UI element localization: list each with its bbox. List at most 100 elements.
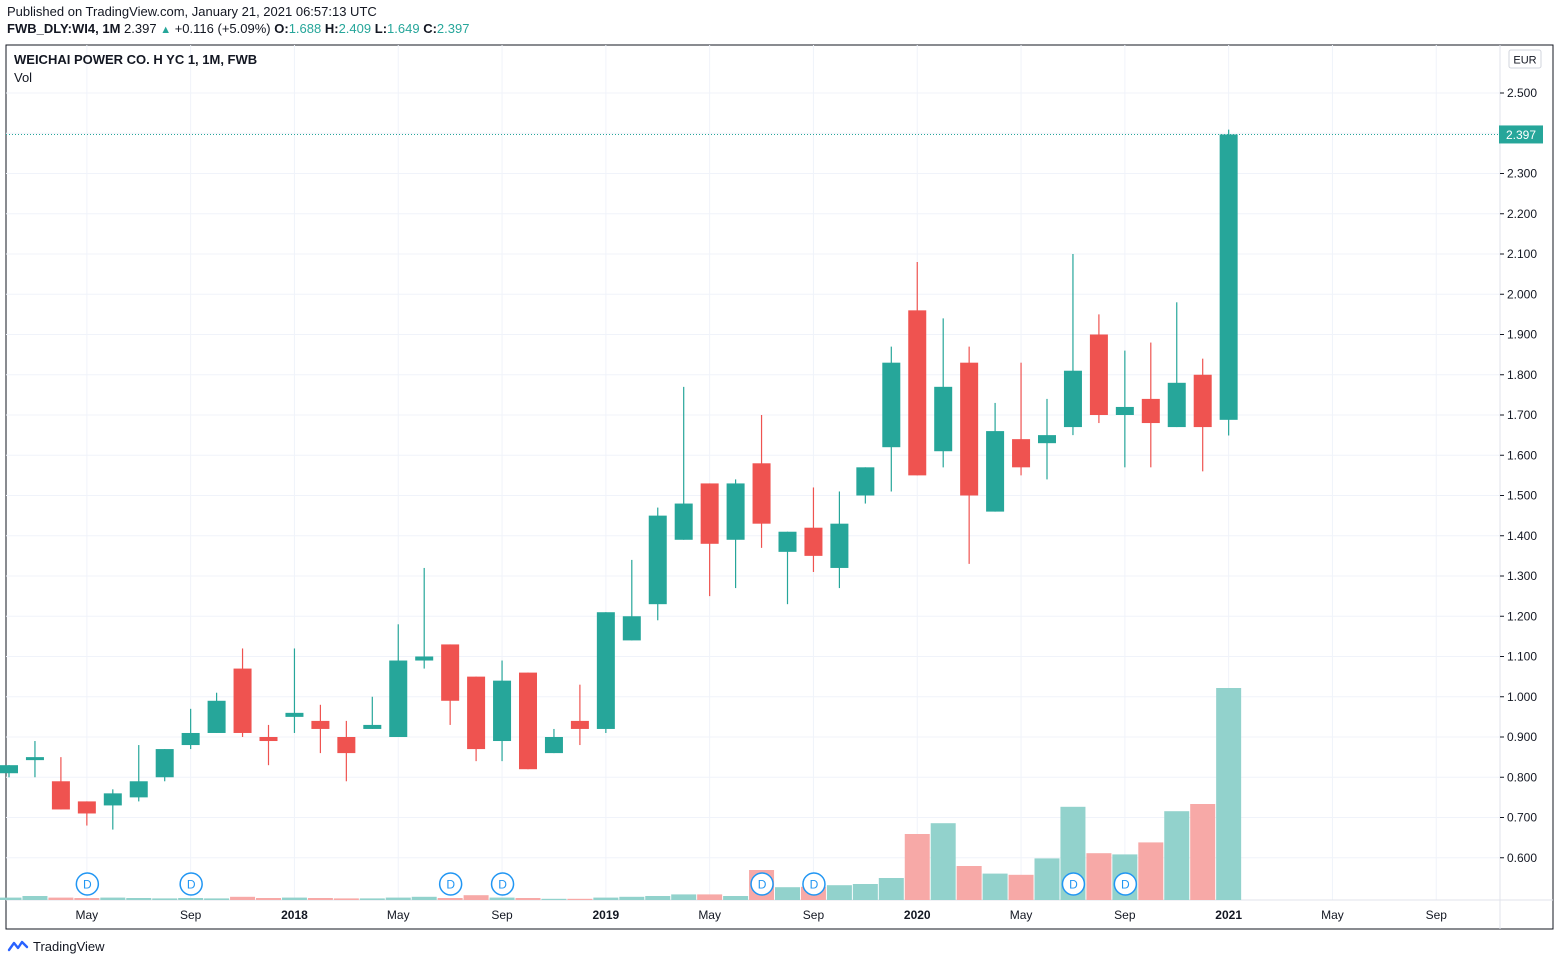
candle-body (570, 720, 589, 729)
up-arrow-icon: ▲ (160, 24, 172, 36)
volume-bar (852, 884, 878, 900)
candle-body (986, 431, 1005, 512)
x-tick-label: May (387, 908, 410, 922)
candle-body (467, 676, 486, 750)
volume-bar (126, 898, 152, 900)
chart-frame (5, 44, 1554, 930)
candle-body (778, 531, 797, 552)
x-tick-label: Sep (1114, 908, 1136, 922)
volume-bar (826, 885, 852, 900)
currency-label: EUR (1513, 55, 1536, 67)
x-tick-label: 2021 (1215, 908, 1242, 922)
volume-bar (697, 894, 723, 900)
y-tick-label: 1.700 (1507, 408, 1537, 422)
candle-body (1063, 370, 1082, 428)
low-label: L: (374, 21, 388, 36)
candle-body (726, 483, 745, 540)
candle-body (1219, 134, 1238, 420)
candle-body (752, 463, 771, 524)
volume-bar (956, 866, 982, 900)
candle-body (596, 612, 615, 729)
dividend-marker (750, 872, 774, 896)
candle-body (441, 644, 460, 701)
last-price-tag-label: 2.397 (1506, 128, 1536, 142)
candle-body (155, 749, 174, 778)
tradingview-logo[interactable]: TradingView (7, 938, 105, 954)
x-tick-label: Sep (803, 908, 825, 922)
candle-body (700, 483, 719, 544)
legend-vol: Vol (14, 70, 32, 85)
volume-bar (489, 897, 515, 900)
volume-bar (463, 895, 489, 900)
x-tick-label: May (698, 908, 721, 922)
x-tick-label: Sep (1426, 908, 1448, 922)
candle-body (830, 523, 849, 568)
volume-bar (307, 898, 333, 900)
y-tick-label: 2.000 (1507, 287, 1537, 301)
dividend-marker-label: D (498, 878, 507, 892)
ohlc-line: FWB_DLY:WI4, 1M 2.397 ▲ +0.116 (+5.09%) … (7, 21, 469, 36)
volume-bar (1086, 853, 1112, 900)
volume-bar (671, 894, 697, 900)
candle-body (1012, 439, 1031, 468)
last-price-tag (1499, 125, 1543, 144)
y-tick-label: 1.400 (1507, 529, 1537, 543)
candle-body (544, 737, 563, 754)
candle-body (1038, 435, 1056, 444)
candle-body (648, 515, 667, 605)
volume-bar (1138, 842, 1164, 900)
dividend-marker-label: D (810, 878, 819, 892)
dividend-marker-label: D (187, 878, 196, 892)
y-tick-label: 2.200 (1507, 207, 1537, 221)
candle-body (389, 660, 408, 737)
candle-body (337, 737, 356, 754)
y-tick-label: 2.300 (1507, 167, 1537, 181)
candle-body (207, 700, 226, 733)
high-value: 2.409 (338, 21, 372, 36)
volume-bar (515, 898, 541, 900)
price-change: +0.116 (+5.09%) (174, 21, 271, 36)
candle-body (622, 616, 641, 641)
candle-body (519, 672, 537, 770)
volume-bar (541, 898, 567, 900)
candle-body (311, 720, 330, 729)
low-value: 1.649 (387, 21, 420, 36)
candle-body (960, 362, 979, 496)
candle-body (674, 503, 693, 540)
y-tick-label: 1.300 (1507, 569, 1537, 583)
symbol-label: FWB_DLY:WI4, 1M (7, 21, 121, 36)
y-tick-label: 1.500 (1507, 489, 1537, 503)
volume-bar (411, 896, 437, 900)
candle-body (804, 527, 823, 556)
dividend-marker (490, 872, 515, 896)
open-value: 1.688 (288, 21, 322, 36)
dividend-marker (75, 872, 100, 896)
candle-body (259, 737, 278, 742)
candle-body (51, 781, 70, 810)
candle-body (103, 793, 122, 806)
high-label: H: (324, 21, 339, 36)
volume-bar (178, 898, 204, 900)
volume-bar (1008, 874, 1034, 900)
volume-bar (619, 896, 645, 900)
volume-bar (1216, 688, 1242, 900)
x-tick-label: May (1321, 908, 1344, 922)
candle-body (1193, 374, 1212, 428)
volume-bar (281, 897, 307, 900)
dividend-marker-label: D (446, 878, 455, 892)
candle-body (882, 362, 901, 448)
x-tick-label: Sep (491, 908, 513, 922)
x-tick-label: 2018 (281, 908, 308, 922)
candle-body (1167, 382, 1186, 428)
y-tick-label: 1.600 (1507, 448, 1537, 462)
tradingview-logo-icon (7, 940, 29, 952)
y-tick-label: 0.700 (1507, 811, 1537, 825)
volume-bar (74, 898, 100, 900)
volume-bar (1190, 804, 1216, 900)
candle-body (233, 668, 252, 733)
last-price: 2.397 (124, 21, 157, 36)
x-tick-label: 2019 (592, 908, 619, 922)
volume-bar (230, 896, 256, 900)
candle-body (934, 386, 953, 452)
